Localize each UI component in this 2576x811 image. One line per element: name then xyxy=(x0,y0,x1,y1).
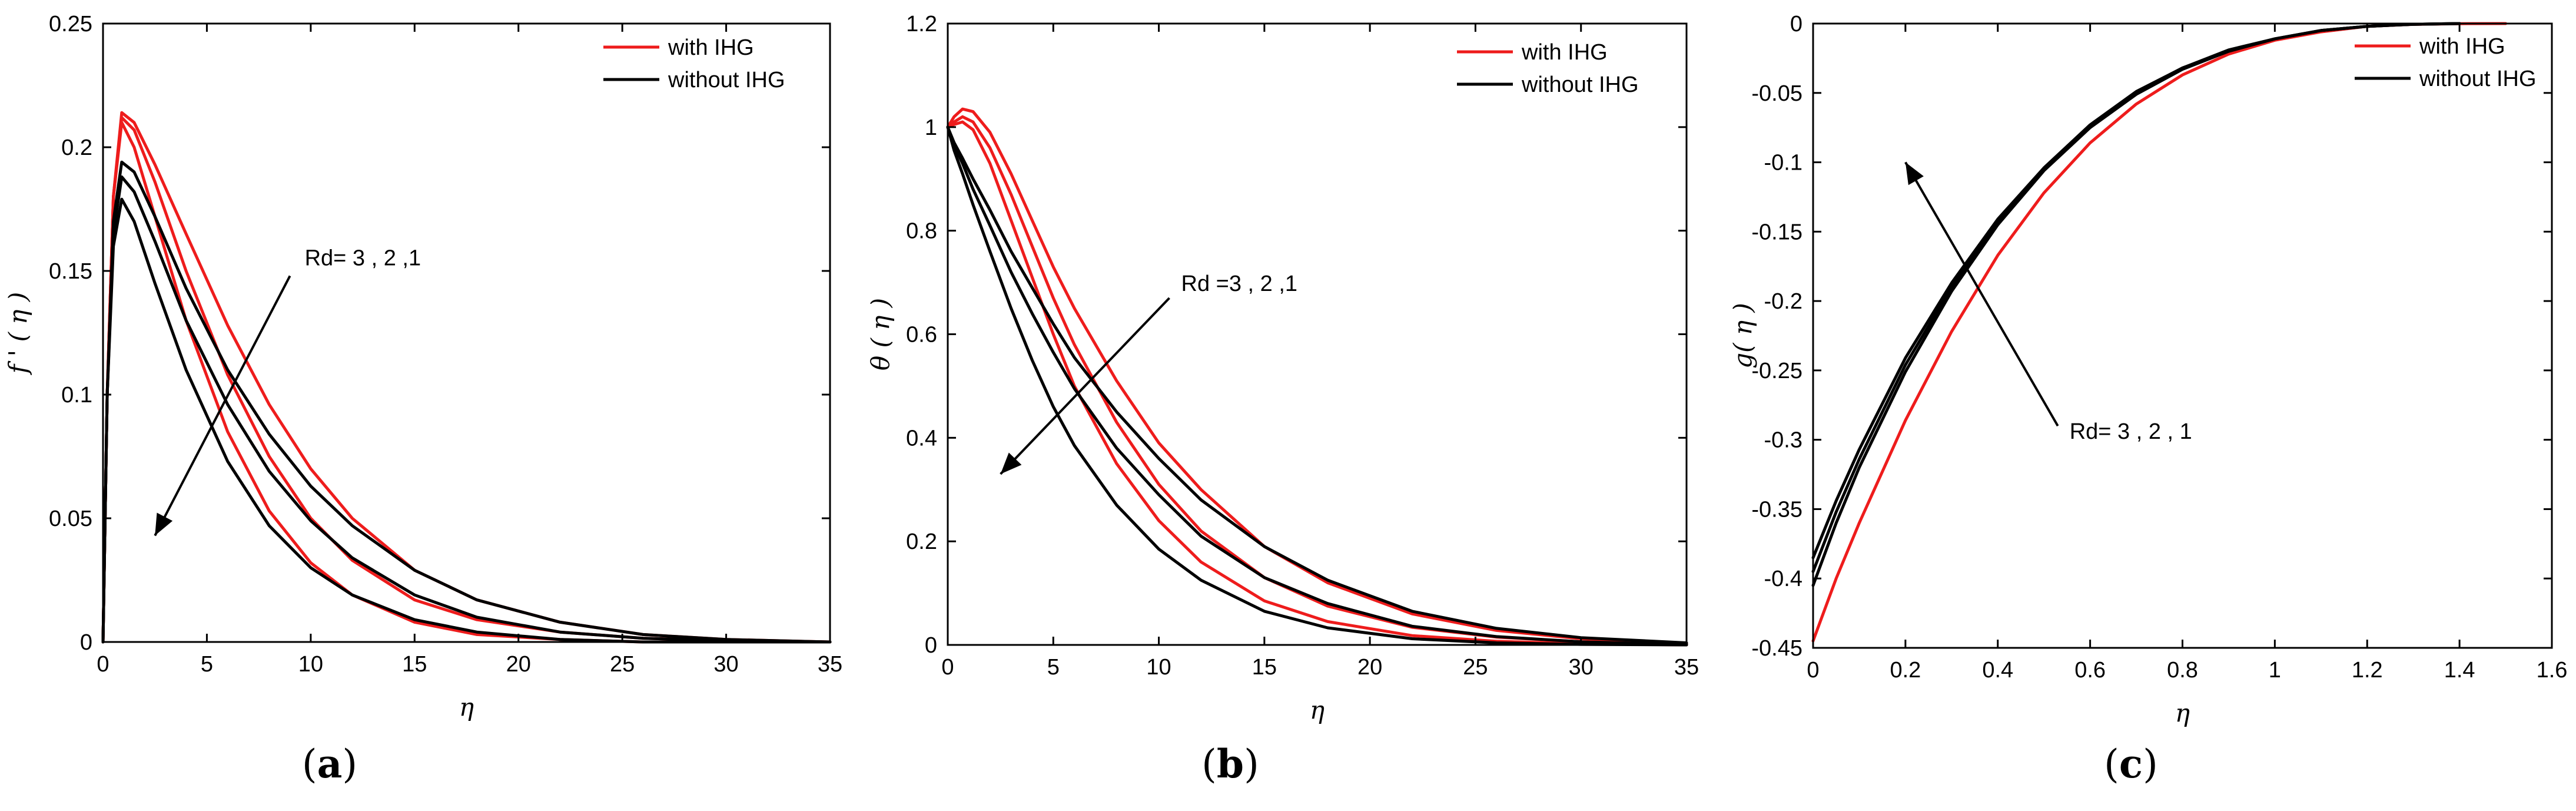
y-tick-label: 1 xyxy=(925,115,937,140)
panel-a: 0 5 10 15 20 25 30 35 0 0.05 0.1 0.15 0.2 0.25 η f ' ( … xyxy=(4,12,842,787)
series-line-2 xyxy=(946,115,1688,646)
x-axis-label: η xyxy=(1310,696,1324,724)
y-tick-label: -0.2 xyxy=(1764,289,1802,314)
series-line-5 xyxy=(101,175,832,644)
x-tick-label: 25 xyxy=(1463,655,1488,680)
x-tick-label: 15 xyxy=(402,652,427,677)
x-tick-label: 0.8 xyxy=(2167,658,2198,683)
series-line-6 xyxy=(946,125,1688,647)
annotation-label: Rd =3 , 2 ,1 xyxy=(1181,272,1298,296)
annotation-arrow-shaft xyxy=(154,275,291,537)
panel-caption: (b) xyxy=(1201,741,1259,787)
x-tick-label: 30 xyxy=(713,652,738,677)
annotation-arrow-shaft xyxy=(1000,297,1170,475)
panel-b: 0 5 10 15 20 25 30 35 0 0.2 0.4 0.6 0.8 1 1.2 η θ ( η ) w… xyxy=(866,12,1699,787)
y-tick-label: 0 xyxy=(925,633,937,658)
y-tick-label: 0 xyxy=(1790,12,1802,37)
x-tick-label: 0 xyxy=(1807,658,1819,683)
legend-label: without IHG xyxy=(668,68,785,92)
x-tick-label: 25 xyxy=(610,652,635,677)
y-tick-label: 0 xyxy=(80,630,92,655)
x-tick-label: 5 xyxy=(1047,655,1060,680)
legend-label: with IHG xyxy=(2419,34,2505,59)
x-tick-label: 0.2 xyxy=(1890,658,1921,683)
series-line-1 xyxy=(946,107,1688,645)
annotation-arrow-shaft xyxy=(1904,161,2059,427)
x-tick-label: 10 xyxy=(1146,655,1171,680)
y-tick-label: -0.3 xyxy=(1764,428,1802,453)
series-line-4 xyxy=(946,125,1688,644)
x-tick-label: 35 xyxy=(1674,655,1699,680)
x-tick-label: 1.6 xyxy=(2537,658,2568,683)
y-axis-label: f ' ( η ) xyxy=(4,292,32,375)
y-tick-label: 0.4 xyxy=(906,426,937,451)
y-tick-label: 0.6 xyxy=(906,323,937,347)
series-line-1 xyxy=(101,111,832,644)
y-tick-label: -0.25 xyxy=(1751,359,1802,383)
y-tick-label: 0.15 xyxy=(49,259,92,284)
y-tick-label: 0.05 xyxy=(49,507,92,531)
y-tick-label: -0.1 xyxy=(1764,151,1802,176)
x-tick-label: 0 xyxy=(97,652,109,677)
x-tick-label: 35 xyxy=(818,652,842,677)
x-tick-label: 0 xyxy=(941,655,954,680)
y-tick-label: -0.15 xyxy=(1751,220,1802,244)
y-axis-label: g( η ) xyxy=(1728,303,1757,369)
panel-caption: (a) xyxy=(302,741,357,787)
y-tick-label: 0.2 xyxy=(906,529,937,554)
annotation-arrow-head xyxy=(155,512,173,536)
y-tick-label: 1.2 xyxy=(906,12,937,37)
x-tick-label: 0.6 xyxy=(2074,658,2106,683)
x-tick-label: 20 xyxy=(1357,655,1382,680)
series-line-4 xyxy=(101,160,832,644)
legend-label: without IHG xyxy=(1521,72,1639,97)
annotation-label: Rd= 3 , 2 , 1 xyxy=(2070,419,2192,444)
x-tick-label: 1 xyxy=(2269,658,2281,683)
x-tick-label: 5 xyxy=(201,652,213,677)
x-tick-label: 10 xyxy=(298,652,323,677)
y-tick-label: 0.2 xyxy=(61,135,92,160)
series-line-2 xyxy=(1811,22,2461,587)
x-tick-label: 0.4 xyxy=(1982,658,2013,683)
series-line-6 xyxy=(101,197,832,644)
series-line-1 xyxy=(1811,22,2508,643)
x-tick-label: 15 xyxy=(1252,655,1277,680)
x-tick-label: 30 xyxy=(1569,655,1594,680)
y-axis-label: θ ( η ) xyxy=(866,298,895,370)
legend-label: with IHG xyxy=(668,35,754,60)
annotation-label: Rd= 3 , 2 ,1 xyxy=(305,246,421,270)
series-line-2 xyxy=(101,116,832,644)
y-tick-label: 0.8 xyxy=(906,219,937,244)
x-tick-label: 1.4 xyxy=(2444,658,2475,683)
y-tick-label: 0.25 xyxy=(49,12,92,37)
legend-label: without IHG xyxy=(2419,67,2537,91)
series-line-3 xyxy=(101,121,832,644)
panel-caption: (c) xyxy=(2104,741,2158,787)
x-tick-label: 20 xyxy=(506,652,531,677)
x-axis-label: η xyxy=(459,693,474,721)
panel-c: 0 0.2 0.4 0.6 0.8 1 1.2 1.4 1.6 -0.45 -0.4 -0.35 -0.… xyxy=(1728,12,2567,787)
y-tick-label: -0.4 xyxy=(1764,567,1802,591)
x-axis-label: η xyxy=(2175,699,2190,727)
annotation-arrow-head xyxy=(1000,452,1022,474)
legend-label: with IHG xyxy=(1521,40,1608,65)
plot-frame xyxy=(102,22,831,643)
y-tick-label: -0.45 xyxy=(1751,636,1802,661)
x-tick-label: 1.2 xyxy=(2352,658,2383,683)
y-tick-label: -0.05 xyxy=(1751,81,1802,106)
series-line-4 xyxy=(1811,22,2461,560)
series-line-3 xyxy=(946,120,1688,647)
annotation-arrow-head xyxy=(1905,162,1924,186)
series-line-5 xyxy=(946,125,1688,646)
y-tick-label: 0.1 xyxy=(61,383,92,408)
y-tick-label: -0.35 xyxy=(1751,497,1802,522)
